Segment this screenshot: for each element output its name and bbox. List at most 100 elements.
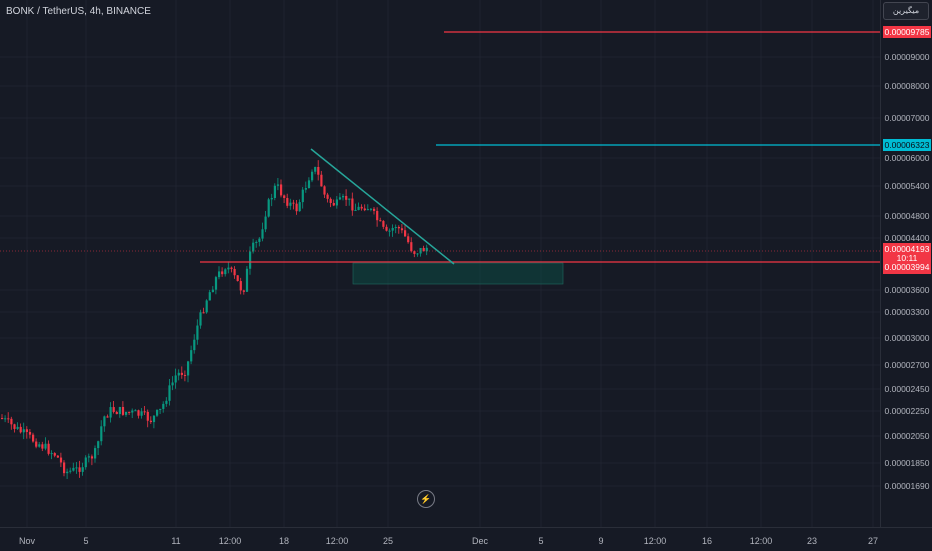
candle-body	[301, 189, 304, 203]
candle-body	[149, 420, 152, 423]
candle-body	[357, 206, 360, 210]
candle-body	[115, 411, 118, 415]
demand-zone[interactable]	[352, 262, 564, 285]
candle-body	[59, 457, 63, 463]
candle-body	[410, 242, 413, 252]
candle-body	[338, 197, 342, 200]
candle-body	[78, 467, 81, 472]
chart-canvas[interactable]	[0, 0, 880, 527]
candle-body	[404, 230, 407, 237]
candle-body	[363, 208, 366, 211]
descending-trendline[interactable]	[310, 148, 455, 265]
candle-body	[143, 411, 146, 413]
candle-body	[227, 267, 230, 270]
candle-body	[407, 236, 410, 243]
symbol-title: BONK / TetherUS, 4h, BINANCE	[6, 6, 151, 17]
price-label: 0.00005400	[884, 181, 930, 191]
candle-body	[180, 372, 183, 375]
candle-body	[28, 431, 32, 435]
candle-body	[125, 411, 128, 415]
candle-body	[425, 247, 428, 252]
candle-body	[261, 229, 264, 239]
candle-body	[332, 202, 335, 206]
price-axis[interactable]: 0.00009000 0.00008000 0.00007000 0.00006…	[880, 0, 932, 527]
candle-body	[214, 277, 218, 290]
candle-body	[276, 184, 280, 186]
candle-body	[112, 407, 115, 412]
candle-body	[342, 195, 345, 198]
candle-body	[109, 407, 112, 418]
candle-body	[75, 467, 78, 469]
candle-body	[249, 251, 252, 269]
candle-body	[84, 457, 87, 468]
candle-body	[221, 271, 224, 275]
candle-body	[264, 216, 267, 230]
candle-body	[193, 339, 196, 351]
candle-body	[376, 210, 379, 221]
time-label: 12:00	[749, 536, 773, 546]
candle-body	[134, 410, 137, 412]
candle-body	[205, 300, 208, 313]
candle-body	[41, 444, 44, 449]
candle-body	[289, 202, 292, 206]
candle-body	[16, 426, 19, 429]
candle-body	[329, 198, 332, 203]
candle-body	[118, 406, 121, 415]
price-label: 0.00004800	[884, 211, 930, 221]
candle-body	[87, 456, 90, 458]
candle-body	[348, 198, 351, 200]
candle-body	[394, 227, 397, 229]
price-label: 0.00008000	[884, 81, 930, 91]
bar-countdown: 10:11	[896, 253, 918, 263]
candle-body	[354, 209, 357, 211]
candle-body	[13, 424, 16, 429]
candle-body	[50, 453, 53, 455]
candle-body	[1, 418, 4, 419]
candle-body	[230, 267, 233, 269]
candle-body	[400, 228, 404, 231]
candle-body	[304, 188, 307, 190]
candle-body	[345, 195, 348, 200]
candle-body	[298, 202, 301, 212]
candle-body	[326, 194, 329, 199]
candle-body	[391, 228, 394, 231]
current-price-tag: 0.00004193 10:11 0.00003994	[883, 243, 931, 274]
candle-body	[94, 448, 97, 459]
candle-body	[208, 292, 211, 301]
price-label: 0.00001850	[884, 458, 930, 468]
candle-body	[283, 195, 286, 199]
candle-body	[286, 198, 289, 206]
time-axis[interactable]: Nov 5 11 12:00 18 12:00 25 Dec 5 9 12:00…	[0, 527, 932, 551]
candle-body	[382, 221, 385, 227]
price-label: 0.00006000	[884, 153, 930, 163]
time-label: 23	[806, 536, 818, 546]
candle-body	[146, 411, 149, 421]
candle-body	[314, 166, 317, 172]
candle-body	[47, 443, 50, 454]
candle-body	[190, 350, 193, 362]
candle-body	[140, 411, 143, 416]
price-label: 0.00003000	[884, 333, 930, 343]
time-label: 12:00	[218, 536, 242, 546]
candle-body	[236, 275, 239, 282]
candle-body	[97, 441, 100, 449]
candle-body	[63, 462, 66, 474]
candle-body	[422, 247, 425, 252]
time-label: Dec	[471, 536, 489, 546]
top-right-button[interactable]: میگیرین	[883, 2, 929, 20]
candle-body	[320, 174, 323, 187]
candle-body	[373, 208, 376, 211]
price-label: 0.00003300	[884, 307, 930, 317]
time-label: 25	[382, 536, 394, 546]
candle-body	[317, 166, 320, 175]
candle-body	[4, 418, 7, 420]
candle-body	[177, 372, 180, 376]
candle-body	[69, 470, 72, 472]
lightning-icon[interactable]: ⚡	[417, 490, 435, 508]
candle-body	[66, 471, 69, 474]
candle-body	[25, 429, 28, 432]
time-label: 16	[701, 536, 713, 546]
price-label: 0.00002250	[884, 406, 930, 416]
chart-pane[interactable]: BONK / TetherUS, 4h, BINANCE ⚡	[0, 0, 880, 527]
candle-body	[295, 203, 298, 212]
